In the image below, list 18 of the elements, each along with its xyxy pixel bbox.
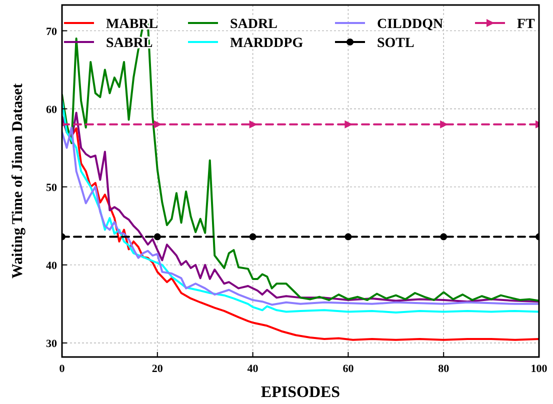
x-tick-label: 20	[152, 363, 164, 375]
x-tick-label: 60	[342, 363, 354, 375]
legend-label: SOTL	[377, 36, 414, 51]
x-tick-label: 100	[530, 363, 548, 375]
legend-label: CILDDQN	[377, 17, 444, 32]
y-axis-title: Waiting Time of Jinan Dataset	[10, 83, 26, 279]
x-tick-label: 0	[59, 363, 66, 375]
legend-label: MARDDPG	[230, 36, 304, 51]
y-tick-label: 50	[46, 182, 58, 194]
x-axis-title: EPISODES	[260, 384, 340, 401]
y-tick-label: 40	[46, 260, 58, 272]
legend-label: FT	[517, 17, 536, 32]
x-tick-label: 40	[247, 363, 259, 375]
x-tick-label: 80	[438, 363, 450, 375]
y-tick-label: 60	[46, 104, 58, 116]
y-tick-label: 70	[46, 26, 58, 38]
y-tick-label: 30	[46, 338, 58, 350]
legend-label: SADRL	[230, 17, 278, 32]
